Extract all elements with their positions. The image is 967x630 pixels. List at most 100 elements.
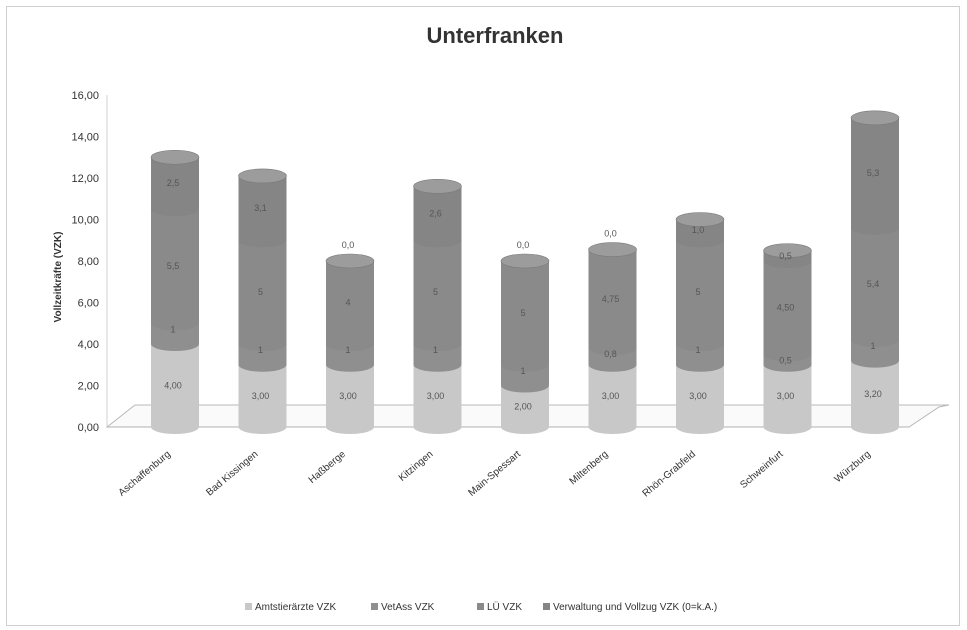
segment-label: 4,75 <box>602 294 620 304</box>
y-axis-label: Vollzeitkräfte (VZK) <box>53 232 64 323</box>
y-tick-label: 8,00 <box>78 256 99 268</box>
bar-segment <box>676 240 724 351</box>
bar-segment-body <box>413 240 462 352</box>
y-tick-label: 2,00 <box>78 381 99 393</box>
bar-segment <box>238 364 287 435</box>
segment-label: 1 <box>345 345 350 355</box>
segment-label: 5 <box>695 287 700 297</box>
legend: Amtstierärzte VZK VetAss VZK LÜ VZK Verwalt… <box>245 601 717 613</box>
y-tick-label: 16,00 <box>71 90 99 102</box>
bar-segment-body <box>763 261 812 362</box>
bar-segment <box>413 344 462 372</box>
segment-label: 0,8 <box>604 349 617 359</box>
segment-label: 0,5 <box>779 251 792 261</box>
bar-segment <box>588 249 637 356</box>
bar-segment-body <box>851 227 899 347</box>
bar-segment-body <box>326 344 374 372</box>
bar-segment-body <box>413 344 462 372</box>
bar-segment <box>676 364 724 434</box>
x-tick-label: Kitzingen <box>397 449 436 484</box>
bar-segment-body <box>588 364 637 435</box>
bar-segment <box>238 240 287 352</box>
chart-frame: Unterfranken Vollzeitkräfte (VZK) 0,00 2,… <box>6 6 960 626</box>
bar-segment <box>676 344 724 372</box>
bar-top-cap <box>850 110 900 126</box>
segment-label: 0,0 <box>517 240 530 250</box>
y-tick-label: 6,00 <box>78 298 99 310</box>
segment-label: 3,00 <box>427 391 445 401</box>
segment-label: 5,4 <box>867 279 880 289</box>
bar-top-cap <box>238 168 287 184</box>
bar-top-cap <box>325 253 375 269</box>
bar-segment-body <box>851 360 899 434</box>
segment-label: 0,0 <box>342 240 355 250</box>
bar-segment-body <box>851 117 899 235</box>
legend-item: VetAss VZK <box>371 602 435 613</box>
legend-label: LÜ VZK <box>487 601 522 613</box>
bar-segment <box>326 364 374 434</box>
x-tick-label: Würzburg <box>833 449 873 485</box>
bar-segment-body <box>676 344 724 372</box>
bar-segment <box>151 209 199 331</box>
y-tick-label: 4,00 <box>78 339 99 351</box>
bar-segment-body <box>501 261 549 372</box>
bar-segment <box>151 344 199 434</box>
bar-segment <box>676 219 724 248</box>
bar-segment <box>326 344 374 372</box>
legend-swatch <box>477 603 484 610</box>
bar-segment-body <box>151 323 199 351</box>
bar-segment-body <box>676 240 724 351</box>
bar-segment-body <box>238 344 287 372</box>
bar-segment <box>501 261 549 372</box>
bar-segment <box>763 261 812 362</box>
segment-label: 1 <box>258 345 263 355</box>
bar-segment <box>151 157 199 217</box>
x-tick-label: Bad Kissingen <box>204 449 260 499</box>
legend-swatch <box>245 603 252 610</box>
bar-segment-body <box>413 364 462 435</box>
bar-segment <box>151 323 199 351</box>
bar-segment-body <box>151 209 199 331</box>
segment-label: 3,00 <box>602 391 620 401</box>
legend-label: VetAss VZK <box>381 602 435 613</box>
bar-segment <box>851 227 899 347</box>
bars: 4,00 1 5,5 2,5 3,00 1 5 3,1 3,00 1 4 0,0 3,00 1 5 2,6 2,… <box>150 110 900 435</box>
bar-segment-body <box>676 364 724 434</box>
segment-label: 3,00 <box>689 391 707 401</box>
segment-label: 5 <box>520 308 525 318</box>
bar-segment <box>238 344 287 372</box>
bar-top-cap <box>763 243 812 258</box>
segment-label: 1 <box>433 345 438 355</box>
chart-title: Unterfranken <box>427 23 564 48</box>
bar-segment <box>851 117 899 235</box>
bar-segment <box>413 240 462 352</box>
legend-swatch <box>543 603 550 610</box>
segment-label: 5,3 <box>867 168 880 178</box>
x-tick-label: Rhön-Grabfeld <box>641 449 698 500</box>
segment-label: 2,5 <box>167 178 180 188</box>
bar-segment-body <box>413 186 462 248</box>
segment-label: 3,00 <box>252 391 270 401</box>
segment-label: 4,00 <box>164 381 182 391</box>
segment-label: 1 <box>170 324 175 334</box>
legend-label: Amtstierärzte VZK <box>255 602 336 613</box>
legend-label: Verwaltung und Vollzug VZK (0=k.A.) <box>553 602 717 613</box>
bar-top-cap <box>588 242 637 257</box>
bar-segment <box>413 364 462 435</box>
segment-label: 5 <box>258 287 263 297</box>
bar-segment <box>763 364 812 435</box>
bar-segment-body <box>238 240 287 352</box>
segment-label: 3,20 <box>864 389 882 399</box>
segment-label: 1 <box>695 345 700 355</box>
bar-segment <box>238 175 287 248</box>
y-tick-label: 12,00 <box>71 173 99 185</box>
bar-segment <box>413 186 462 248</box>
bar-top-cap <box>413 179 462 194</box>
legend-item: Verwaltung und Vollzug VZK (0=k.A.) <box>543 602 717 613</box>
segment-label: 5,5 <box>167 261 180 271</box>
bar-segment-body <box>501 385 549 434</box>
segment-label: 5 <box>433 287 438 297</box>
segment-label: 3,00 <box>777 391 795 401</box>
y-tick-label: 0,00 <box>78 422 99 434</box>
x-tick-label: Haßberge <box>307 449 348 486</box>
